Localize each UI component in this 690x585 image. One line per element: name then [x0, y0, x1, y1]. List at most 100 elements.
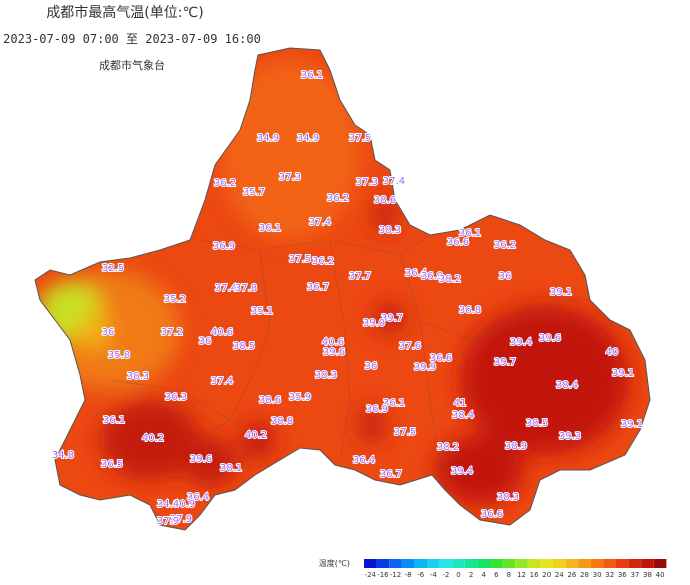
station-value: 37.3 [279, 172, 301, 183]
legend: -24 -16 -12 -8 -6 -4 -2 0 2 4 6 8 12 16 20 24 26 28 30 32 36… [364, 559, 667, 579]
station-value: 36.1 [301, 70, 323, 81]
legend-tick: 38 [643, 571, 652, 579]
legend-swatch [540, 559, 553, 568]
legend-tick: 24 [555, 571, 564, 579]
station-value: 39.4 [451, 466, 473, 477]
legend-swatch [527, 559, 541, 568]
legend-swatch [515, 559, 528, 568]
legend-tick: 0 [456, 571, 460, 579]
station-value: 37.2 [161, 327, 183, 338]
station-value: 36.4 [405, 268, 427, 279]
station-value: 37.4 [383, 176, 405, 187]
station-value: 36.1 [383, 398, 405, 409]
legend-tick: -24 [365, 571, 377, 579]
station-value: 36.9 [213, 241, 235, 252]
station-value: 39.6 [539, 333, 561, 344]
legend-tick: 30 [593, 571, 602, 579]
time-range: 2023-07-09 07:00 至 2023-07-09 16:00 [3, 32, 261, 46]
station-value: 37.3 [356, 177, 378, 188]
station-value: 40.2 [142, 433, 164, 444]
station-value: 35.8 [108, 350, 130, 361]
station-value: 40 [606, 347, 619, 358]
station-value: 36 [102, 327, 115, 338]
station-value: 39.3 [559, 431, 581, 442]
station-value: 34.8 [52, 450, 74, 461]
station-value: 36.3 [165, 392, 187, 403]
station-value: 39.0 [363, 318, 385, 329]
legend-swatch [464, 559, 478, 568]
station-value: 37.4 [215, 283, 237, 294]
station-value: 34.9 [297, 133, 319, 144]
station-value: 36 [499, 271, 512, 282]
station-value: 34.9 [257, 133, 279, 144]
legend-tick: -16 [377, 571, 389, 579]
legend-tick: 2 [469, 571, 473, 579]
station-value: 37.5 [394, 427, 416, 438]
title: 成都市最高气温(单位:℃) [46, 4, 203, 21]
legend-swatch [641, 559, 654, 568]
station-value: 38.2 [439, 274, 461, 285]
station-value: 38.3 [379, 225, 401, 236]
station-value: 39.1 [612, 368, 634, 379]
legend-swatch [603, 559, 616, 568]
station-value: 38.4 [556, 380, 578, 391]
station-value: 36.1 [103, 415, 125, 426]
legend-swatch [590, 559, 604, 568]
station-value: 40.6 [322, 337, 344, 348]
station-value: 36.4 [353, 455, 375, 466]
station-value: 39.6 [190, 454, 212, 465]
station-value: 37.7 [349, 271, 371, 282]
station-value: 37.4 [309, 217, 331, 228]
station-value: 37.8 [235, 283, 257, 294]
station-value: 36.8 [459, 305, 481, 316]
station-value: 38.3 [497, 492, 519, 503]
station-value: 35.2 [164, 294, 186, 305]
legend-swatch [553, 559, 566, 568]
station-value: 37.6 [399, 341, 421, 352]
legend-swatch [565, 559, 579, 568]
station-value: 36.2 [312, 256, 334, 267]
legend-tick: 28 [580, 571, 589, 579]
station-value: 36.1 [459, 228, 481, 239]
station-value: 36.2 [494, 240, 516, 251]
legend-swatch [616, 559, 629, 568]
station-value: 39.6 [323, 347, 345, 358]
legend-swatch [490, 559, 503, 568]
station-value: 37.5 [349, 133, 371, 144]
legend-tick: 36 [618, 571, 627, 579]
legend-swatch [439, 559, 453, 568]
station-value: 38.3 [315, 370, 337, 381]
station-value: 37.5 [289, 254, 311, 265]
legend-tick: 20 [542, 571, 551, 579]
station-value: 32.5 [102, 263, 124, 274]
legend-swatch [401, 559, 415, 568]
station-value: 36.5 [101, 459, 123, 470]
station-value: 40.9 [173, 499, 195, 510]
station-value: 40.6 [211, 327, 233, 338]
legend-tick: 26 [567, 571, 576, 579]
station-value: 34.6 [157, 499, 179, 510]
station-value: 39.7 [494, 357, 516, 368]
station-value: 37.4 [211, 376, 233, 387]
legend-swatch [452, 559, 465, 568]
station-value: 38.5 [233, 341, 255, 352]
station-value: 37.9 [170, 514, 192, 525]
legend-label: 温度(℃) [319, 558, 350, 568]
legend-tick: 40 [656, 571, 665, 579]
station-value: 40.2 [245, 430, 267, 441]
legend-swatch [414, 559, 427, 568]
station-value: 35.1 [251, 306, 273, 317]
legend-tick: 6 [494, 571, 499, 579]
legend-tick: 8 [507, 571, 511, 579]
station-value: 35.9 [289, 392, 311, 403]
legend-tick: -12 [390, 571, 401, 579]
station-value: 38.4 [452, 410, 474, 421]
legend-tick: -4 [430, 571, 438, 579]
legend-swatch [364, 559, 377, 568]
station-value: 36.7 [307, 282, 329, 293]
station-value: 36.9 [366, 404, 388, 415]
station-value: 38.5 [526, 418, 548, 429]
legend-swatch [477, 559, 490, 568]
